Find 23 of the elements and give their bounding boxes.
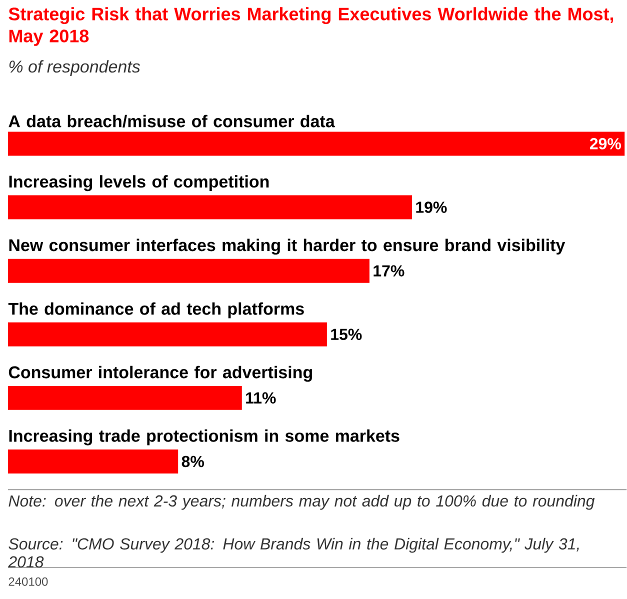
- bar: [8, 322, 327, 347]
- text: 240100: [8, 578, 48, 586]
- data-label: 15%: [331, 328, 362, 340]
- y-tick-label: New consumer interfaces making it harder to ensure brand visibility: [9, 238, 566, 255]
- text: Note: over the next 2-3 years; numbers may not add up to 100% due to rounding: [8, 495, 595, 510]
- data-label: 8%: [182, 456, 204, 468]
- data-label: 29%: [590, 138, 621, 150]
- chart-subtitle: % of respondents: [9, 60, 140, 76]
- bar: [8, 386, 242, 410]
- data-label: 19%: [416, 202, 447, 214]
- chart-title: Strategic Risk that Worries Marketing Executives Worldwide the Most, May 2018: [8, 7, 614, 46]
- bar: [8, 259, 370, 284]
- y-tick-label: The dominance of ad tech platforms: [8, 302, 304, 318]
- bar: [8, 195, 412, 220]
- data-label: 17%: [374, 265, 404, 277]
- y-tick-label: Increasing levels of competition: [9, 175, 269, 192]
- bar: [8, 132, 625, 156]
- y-tick-label: Increasing trade protectionism in some markets: [9, 430, 400, 446]
- y-tick-label: A data breach/misuse of consumer data: [8, 115, 335, 128]
- bar: [8, 450, 178, 474]
- y-tick-label: Consumer intolerance for advertising: [8, 366, 312, 382]
- source-note: Source: "CMO Survey 2018: How Brands Win in the Digital Economy," July 31, 2018: [8, 538, 579, 568]
- data-label: 11%: [246, 392, 276, 404]
